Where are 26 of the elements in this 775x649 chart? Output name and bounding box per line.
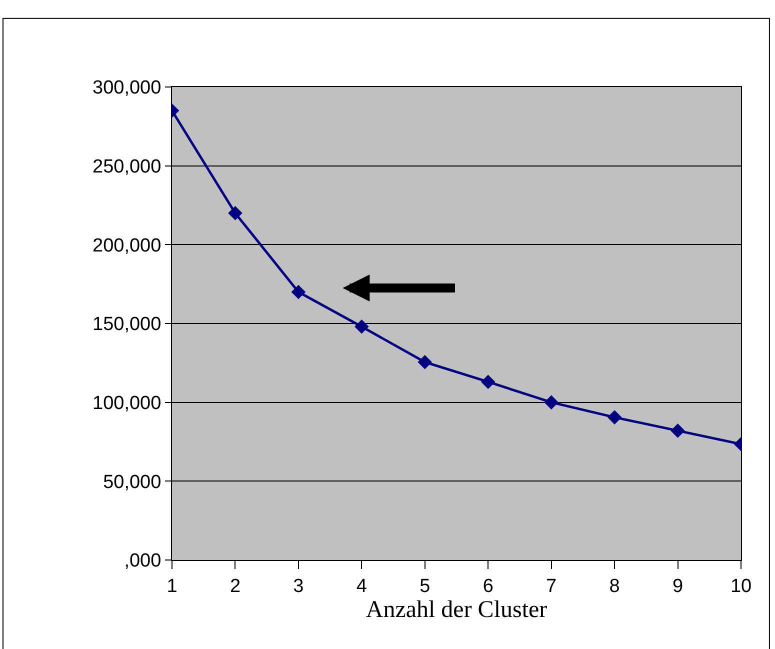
x-axis-title: Anzahl der Cluster <box>366 597 548 624</box>
x-tick-label: 7 <box>546 576 557 597</box>
x-tick-label: 8 <box>609 576 620 597</box>
x-tick-label: 3 <box>293 576 304 597</box>
point <box>291 284 306 300</box>
y-tick-label: 100,000 <box>92 392 162 414</box>
point <box>544 395 558 410</box>
point <box>670 424 685 438</box>
x-tick-label: 10 <box>730 576 752 597</box>
y-tick-label: 250,000 <box>92 156 162 178</box>
x-tick-label: 1 <box>166 576 178 597</box>
x-tick-label: 2 <box>230 576 241 597</box>
y-tick-label: ,000 <box>124 550 162 572</box>
point <box>418 354 432 370</box>
x-tick-label: 9 <box>672 576 684 597</box>
y-tick-label: 150,000 <box>92 314 162 336</box>
x-tick-label: 6 <box>482 576 494 597</box>
point <box>480 374 496 389</box>
y-tick-label: 200,000 <box>92 235 162 256</box>
y-tick-label: 300,000 <box>92 78 162 99</box>
point <box>354 320 369 334</box>
point <box>228 206 242 220</box>
y-tick-label: 50,000 <box>103 472 162 493</box>
x-tick-label: 4 <box>356 576 368 597</box>
point <box>607 410 622 424</box>
x-tick-label: 5 <box>420 576 430 597</box>
